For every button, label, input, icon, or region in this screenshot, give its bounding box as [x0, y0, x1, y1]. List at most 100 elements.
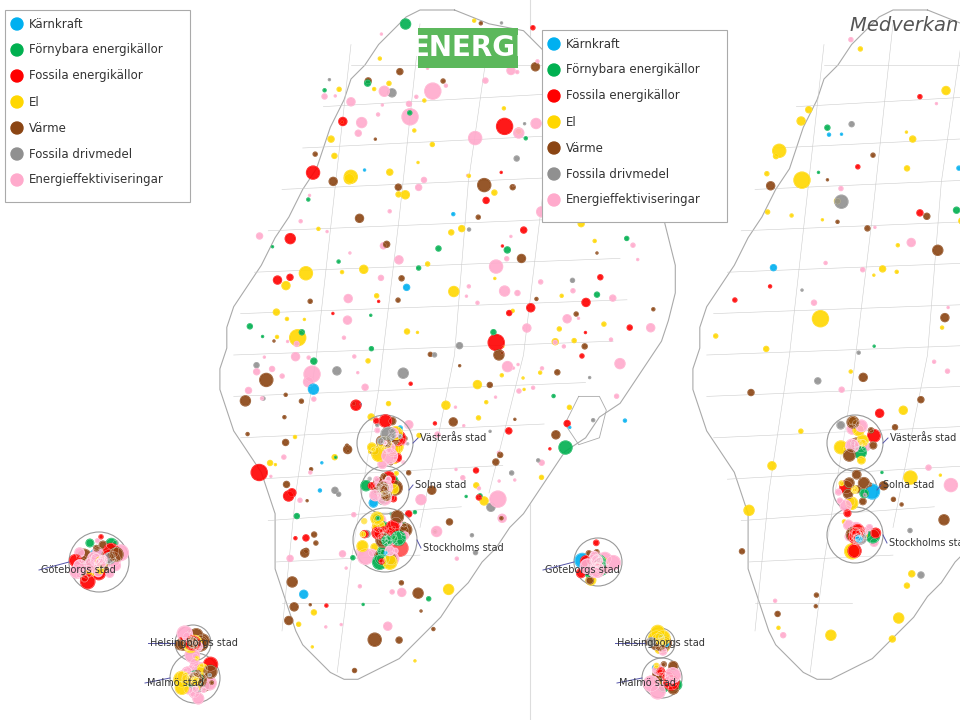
Circle shape	[908, 528, 912, 533]
Circle shape	[295, 513, 300, 518]
Circle shape	[867, 525, 873, 531]
Circle shape	[852, 486, 858, 493]
Circle shape	[436, 246, 441, 251]
Circle shape	[879, 266, 885, 272]
Circle shape	[498, 514, 506, 522]
Circle shape	[386, 442, 401, 457]
Circle shape	[400, 523, 408, 531]
Circle shape	[870, 442, 876, 449]
Circle shape	[364, 169, 366, 171]
Circle shape	[300, 220, 302, 222]
Circle shape	[487, 38, 492, 42]
Circle shape	[193, 693, 204, 704]
Circle shape	[382, 492, 391, 502]
Circle shape	[574, 538, 622, 586]
Circle shape	[660, 639, 663, 643]
Circle shape	[378, 533, 387, 541]
Circle shape	[593, 240, 596, 243]
Circle shape	[512, 310, 515, 312]
Text: Solna stad: Solna stad	[415, 480, 467, 490]
Circle shape	[514, 418, 516, 420]
Circle shape	[84, 565, 96, 577]
Circle shape	[384, 554, 386, 557]
Circle shape	[814, 605, 817, 608]
Circle shape	[855, 165, 860, 168]
Circle shape	[81, 575, 95, 589]
Circle shape	[379, 486, 388, 494]
Circle shape	[377, 491, 392, 505]
Circle shape	[863, 493, 867, 497]
Circle shape	[374, 138, 376, 140]
Circle shape	[357, 541, 368, 552]
Circle shape	[869, 483, 872, 486]
Circle shape	[261, 336, 264, 338]
Circle shape	[854, 486, 861, 492]
Circle shape	[627, 325, 633, 330]
Circle shape	[362, 518, 367, 523]
Circle shape	[185, 675, 198, 687]
Circle shape	[369, 414, 374, 420]
Circle shape	[448, 287, 459, 297]
Circle shape	[441, 79, 445, 83]
Circle shape	[379, 485, 390, 495]
FancyBboxPatch shape	[542, 30, 727, 222]
Circle shape	[298, 498, 302, 503]
Circle shape	[192, 675, 199, 681]
Circle shape	[506, 428, 512, 434]
Circle shape	[659, 642, 662, 645]
Circle shape	[590, 555, 606, 570]
Circle shape	[502, 107, 505, 110]
Circle shape	[396, 433, 399, 436]
Circle shape	[183, 640, 195, 651]
Circle shape	[585, 132, 589, 136]
Text: Malmö stad: Malmö stad	[619, 678, 676, 688]
Circle shape	[196, 670, 200, 675]
Circle shape	[580, 202, 593, 215]
Circle shape	[827, 179, 828, 181]
Circle shape	[421, 177, 426, 182]
Circle shape	[386, 521, 399, 534]
Circle shape	[283, 415, 286, 418]
Circle shape	[378, 484, 392, 497]
Circle shape	[187, 636, 202, 649]
Circle shape	[904, 471, 917, 484]
Circle shape	[845, 478, 854, 487]
Circle shape	[588, 565, 601, 577]
Circle shape	[396, 298, 400, 302]
Circle shape	[200, 681, 210, 691]
Circle shape	[846, 439, 859, 453]
Circle shape	[359, 403, 361, 405]
Circle shape	[904, 166, 909, 171]
Circle shape	[362, 603, 364, 606]
Circle shape	[614, 395, 618, 398]
Circle shape	[510, 235, 512, 238]
Circle shape	[260, 374, 273, 387]
Circle shape	[393, 459, 397, 464]
Circle shape	[588, 564, 591, 569]
Circle shape	[374, 546, 377, 549]
Circle shape	[444, 585, 454, 595]
Circle shape	[851, 438, 863, 451]
Circle shape	[384, 554, 396, 565]
Circle shape	[187, 671, 203, 687]
Circle shape	[96, 557, 108, 567]
Circle shape	[739, 549, 745, 554]
Circle shape	[575, 84, 581, 90]
Circle shape	[513, 185, 515, 187]
Circle shape	[199, 672, 205, 678]
Circle shape	[768, 462, 776, 469]
Circle shape	[540, 460, 544, 465]
Circle shape	[112, 558, 117, 562]
Circle shape	[11, 148, 23, 160]
Circle shape	[99, 535, 103, 539]
Circle shape	[99, 555, 108, 564]
Circle shape	[580, 559, 595, 574]
Circle shape	[393, 548, 398, 554]
Circle shape	[656, 672, 668, 685]
Circle shape	[417, 433, 421, 438]
Circle shape	[504, 247, 511, 253]
Text: Energieffektiviseringar: Energieffektiviseringar	[29, 174, 164, 186]
Circle shape	[496, 118, 513, 135]
Circle shape	[352, 668, 356, 672]
Circle shape	[385, 546, 395, 556]
